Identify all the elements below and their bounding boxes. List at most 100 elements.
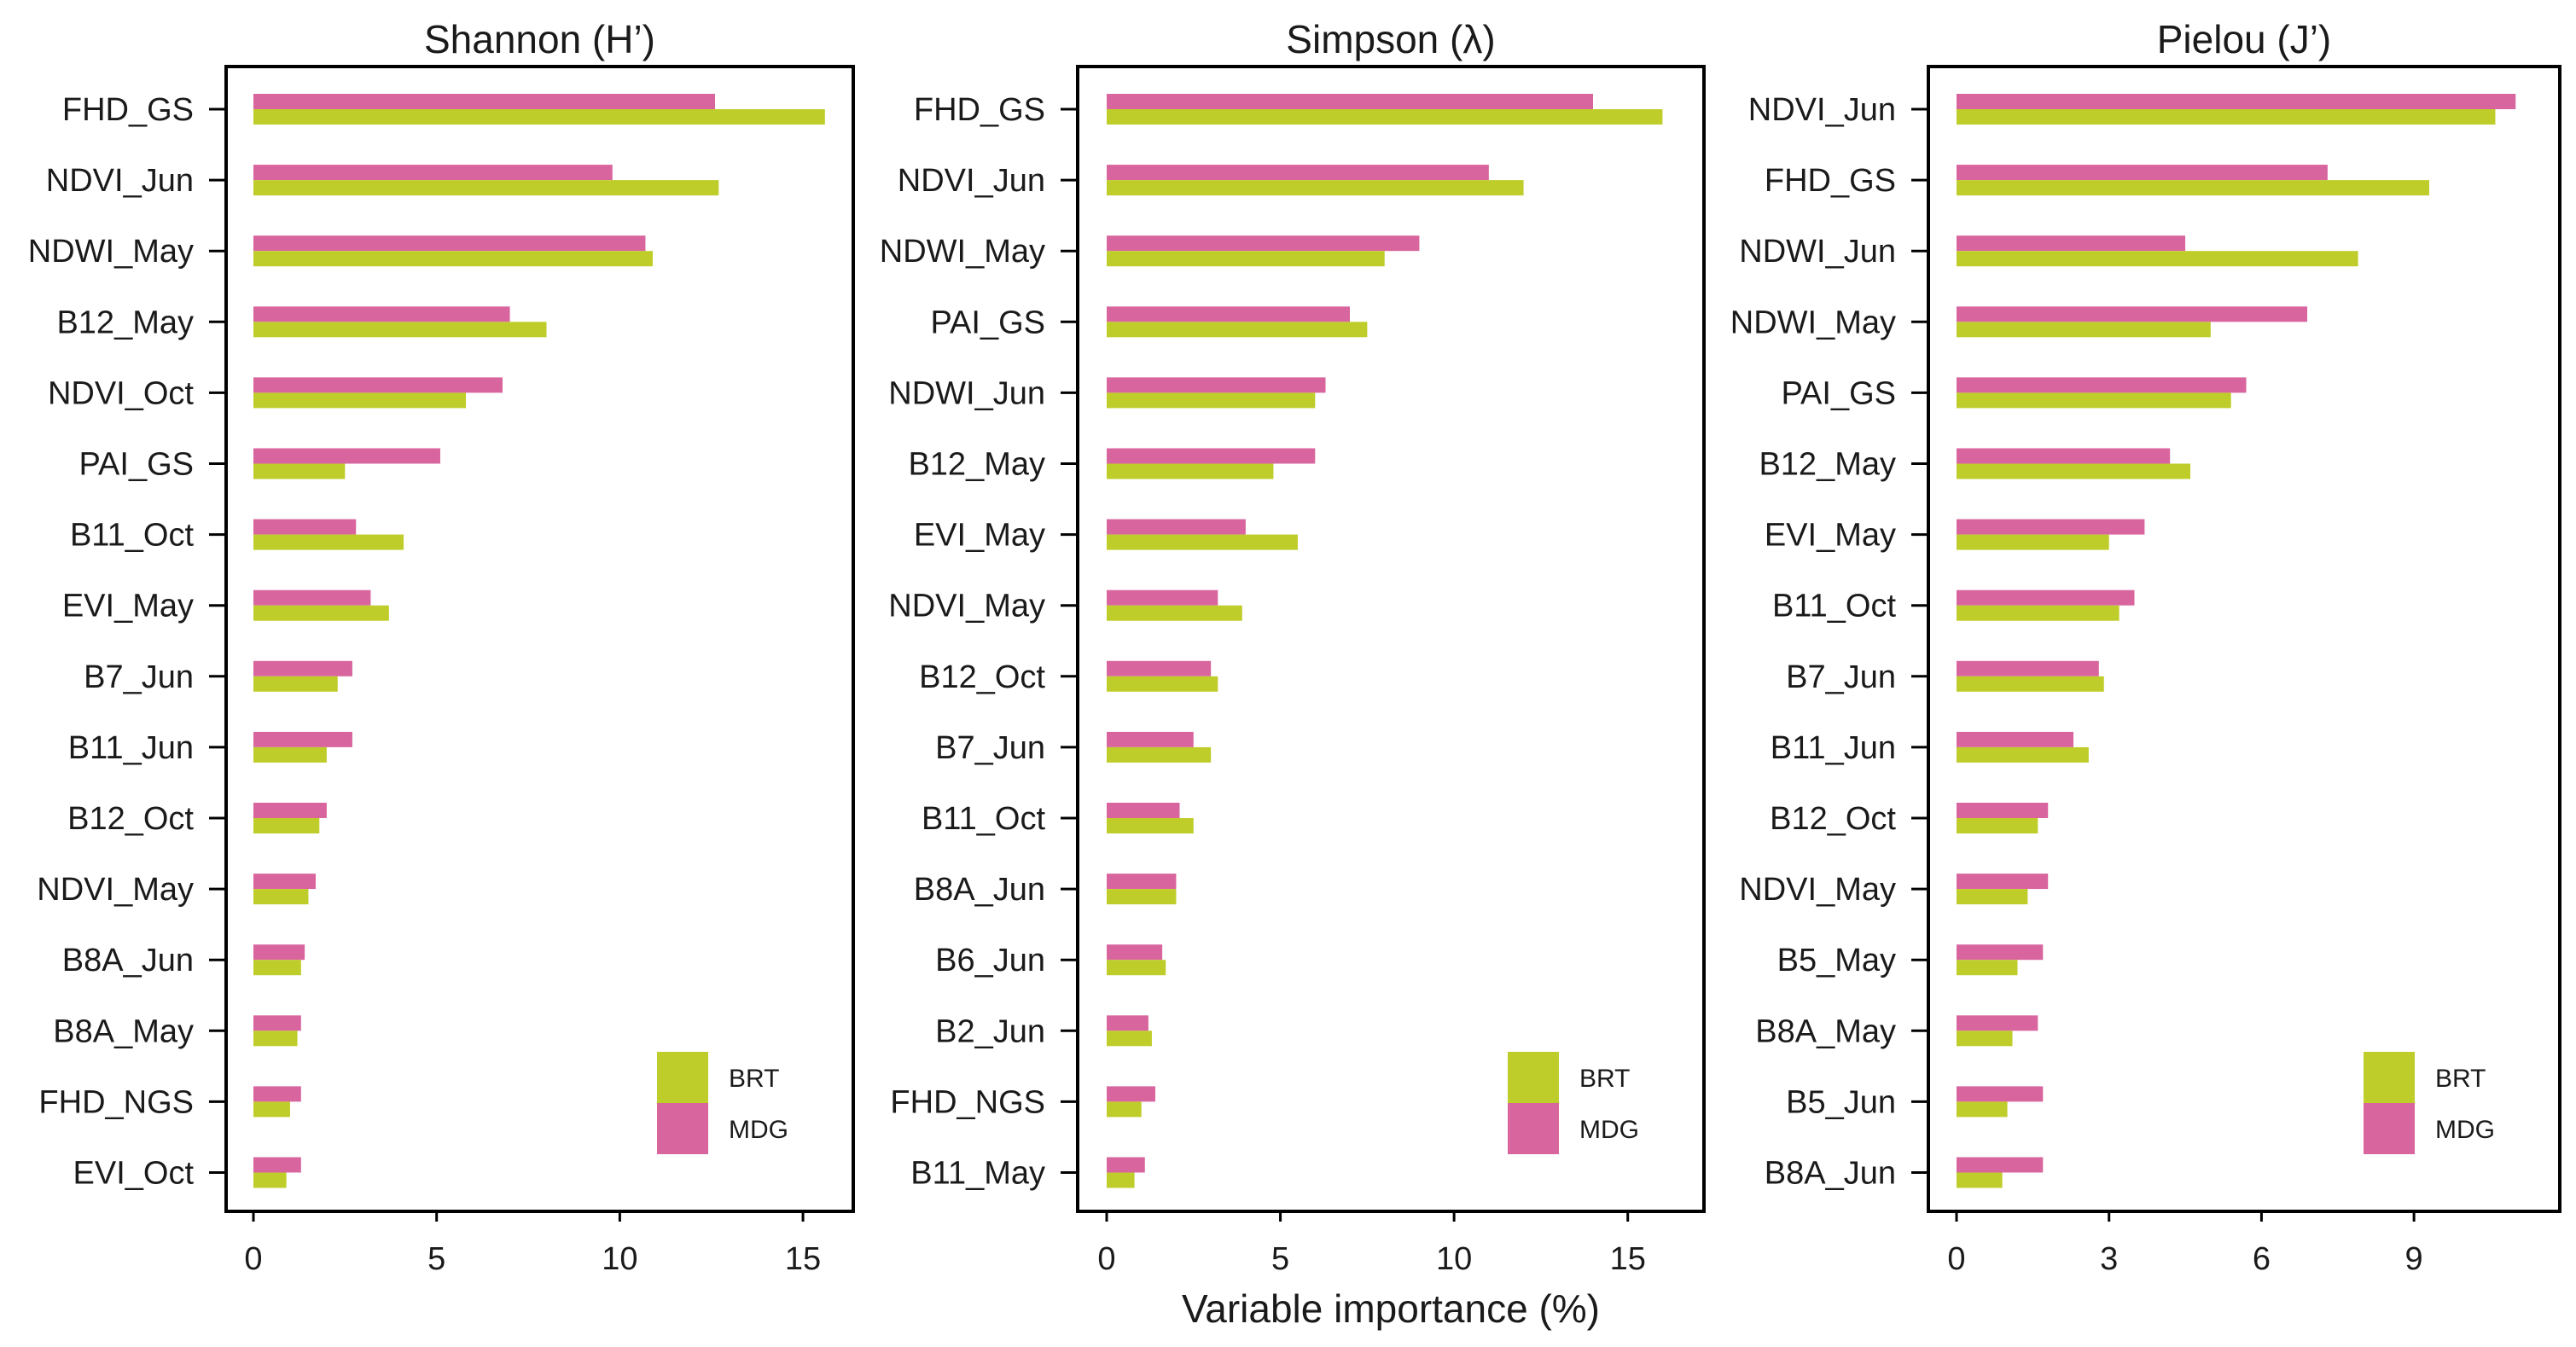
- bar-brt: [253, 251, 654, 267]
- bar-brt: [1957, 322, 2211, 338]
- x-tick-label: 9: [2405, 1241, 2423, 1277]
- bar-brt: [1107, 746, 1212, 763]
- bar-mdg: [253, 377, 503, 393]
- bar-brt: [253, 534, 404, 550]
- category-label: NDVI_Oct: [48, 375, 194, 411]
- bar-brt: [1107, 676, 1218, 692]
- bar-mdg: [1107, 165, 1489, 181]
- x-tick-label: 10: [1436, 1241, 1472, 1277]
- category-label: B5_Jun: [1786, 1084, 1896, 1120]
- bar-brt: [1957, 1101, 2008, 1118]
- bar-brt: [1957, 889, 2028, 905]
- legend-swatch-brt: [2364, 1052, 2415, 1103]
- legend-swatch-mdg: [1508, 1103, 1559, 1154]
- x-tick-label: 6: [2253, 1241, 2271, 1277]
- bar-mdg: [253, 589, 371, 606]
- bar-mdg: [1957, 944, 2044, 961]
- bar-mdg: [1957, 874, 2049, 890]
- category-label: PAI_GS: [79, 447, 194, 483]
- category-label: B12_Oct: [1770, 801, 1896, 837]
- bar-mdg: [1957, 377, 2247, 393]
- bar-mdg: [1107, 519, 1246, 535]
- bar-mdg: [253, 944, 305, 961]
- bar-brt: [1957, 605, 2120, 621]
- bar-mdg: [1107, 1157, 1145, 1173]
- category-label: B12_May: [56, 305, 194, 340]
- bar-brt: [1957, 818, 2038, 833]
- legend-label-mdg: MDG: [729, 1116, 788, 1144]
- x-tick-label: 0: [244, 1241, 262, 1277]
- bar-brt: [1957, 746, 2089, 763]
- bar-mdg: [1957, 306, 2308, 322]
- bar-mdg: [253, 94, 716, 109]
- bar-mdg: [1957, 448, 2171, 464]
- bar-mdg: [1107, 874, 1177, 890]
- bar-brt: [1107, 109, 1663, 125]
- category-label: B8A_May: [1755, 1013, 1896, 1049]
- legend-label-mdg: MDG: [1579, 1116, 1639, 1144]
- legend-label-brt: BRT: [729, 1065, 779, 1093]
- category-label: B12_Oct: [67, 801, 194, 837]
- bar-brt: [1107, 534, 1298, 550]
- bar-mdg: [1107, 306, 1350, 322]
- bar-mdg: [1957, 589, 2135, 606]
- x-tick-label: 10: [602, 1241, 637, 1277]
- bar-brt: [1957, 960, 2018, 976]
- bar-brt: [1957, 1031, 2013, 1047]
- category-label: EVI_May: [1765, 518, 1896, 554]
- x-tick-label: 0: [1947, 1241, 1965, 1277]
- bar-mdg: [1957, 1015, 2038, 1031]
- category-label: FHD_GS: [62, 92, 194, 128]
- bar-mdg: [253, 1157, 301, 1173]
- category-label: B7_Jun: [935, 730, 1045, 766]
- category-label: NDWI_Jun: [1739, 234, 1896, 270]
- category-label: NDWI_May: [28, 234, 194, 270]
- bar-mdg: [1107, 94, 1593, 109]
- bar-mdg: [253, 1015, 301, 1031]
- category-label: B12_May: [1759, 447, 1896, 483]
- category-label: B11_Oct: [1772, 589, 1896, 624]
- legend-swatch-brt: [657, 1052, 708, 1103]
- bar-brt: [1107, 322, 1368, 338]
- category-label: EVI_May: [914, 518, 1045, 554]
- category-label: FHD_GS: [1765, 163, 1896, 199]
- category-label: B11_Jun: [68, 730, 194, 766]
- category-label: B8A_Jun: [62, 943, 194, 978]
- category-label: B8A_Jun: [914, 872, 1045, 908]
- category-label: NDVI_May: [37, 872, 194, 908]
- bar-brt: [1957, 1172, 2003, 1188]
- bar-brt: [253, 1031, 298, 1047]
- bar-brt: [1957, 251, 2358, 267]
- bar-brt: [1107, 889, 1177, 905]
- bar-brt: [1107, 392, 1316, 409]
- bar-mdg: [253, 306, 510, 322]
- bar-mdg: [1957, 235, 2186, 252]
- bar-brt: [253, 109, 825, 125]
- category-label: B6_Jun: [935, 943, 1045, 978]
- bar-mdg: [1107, 944, 1163, 961]
- bar-brt: [1107, 605, 1242, 621]
- bar-mdg: [1107, 235, 1420, 252]
- category-label: NDWI_Jun: [888, 375, 1045, 411]
- category-label: NDVI_Jun: [46, 163, 194, 199]
- category-label: NDWI_May: [1730, 305, 1896, 340]
- category-label: FHD_GS: [914, 92, 1045, 128]
- x-tick-label: 15: [785, 1241, 821, 1277]
- category-label: B12_May: [908, 447, 1045, 483]
- bar-brt: [253, 889, 309, 905]
- bar-brt: [1957, 534, 2109, 550]
- category-label: FHD_NGS: [890, 1084, 1045, 1120]
- panel-title: Shannon (H’): [424, 17, 655, 61]
- bar-mdg: [253, 519, 357, 535]
- bar-mdg: [1107, 589, 1218, 606]
- category-label: B8A_May: [53, 1013, 194, 1049]
- category-label: PAI_GS: [1782, 375, 1896, 411]
- bar-brt: [1957, 392, 2231, 409]
- bar-brt: [1957, 180, 2429, 196]
- category-label: NDWI_May: [880, 234, 1045, 270]
- legend-label-mdg: MDG: [2435, 1116, 2495, 1144]
- category-label: NDVI_May: [888, 589, 1045, 624]
- bar-brt: [253, 746, 327, 763]
- bar-brt: [253, 463, 346, 479]
- bar-brt: [253, 1101, 290, 1118]
